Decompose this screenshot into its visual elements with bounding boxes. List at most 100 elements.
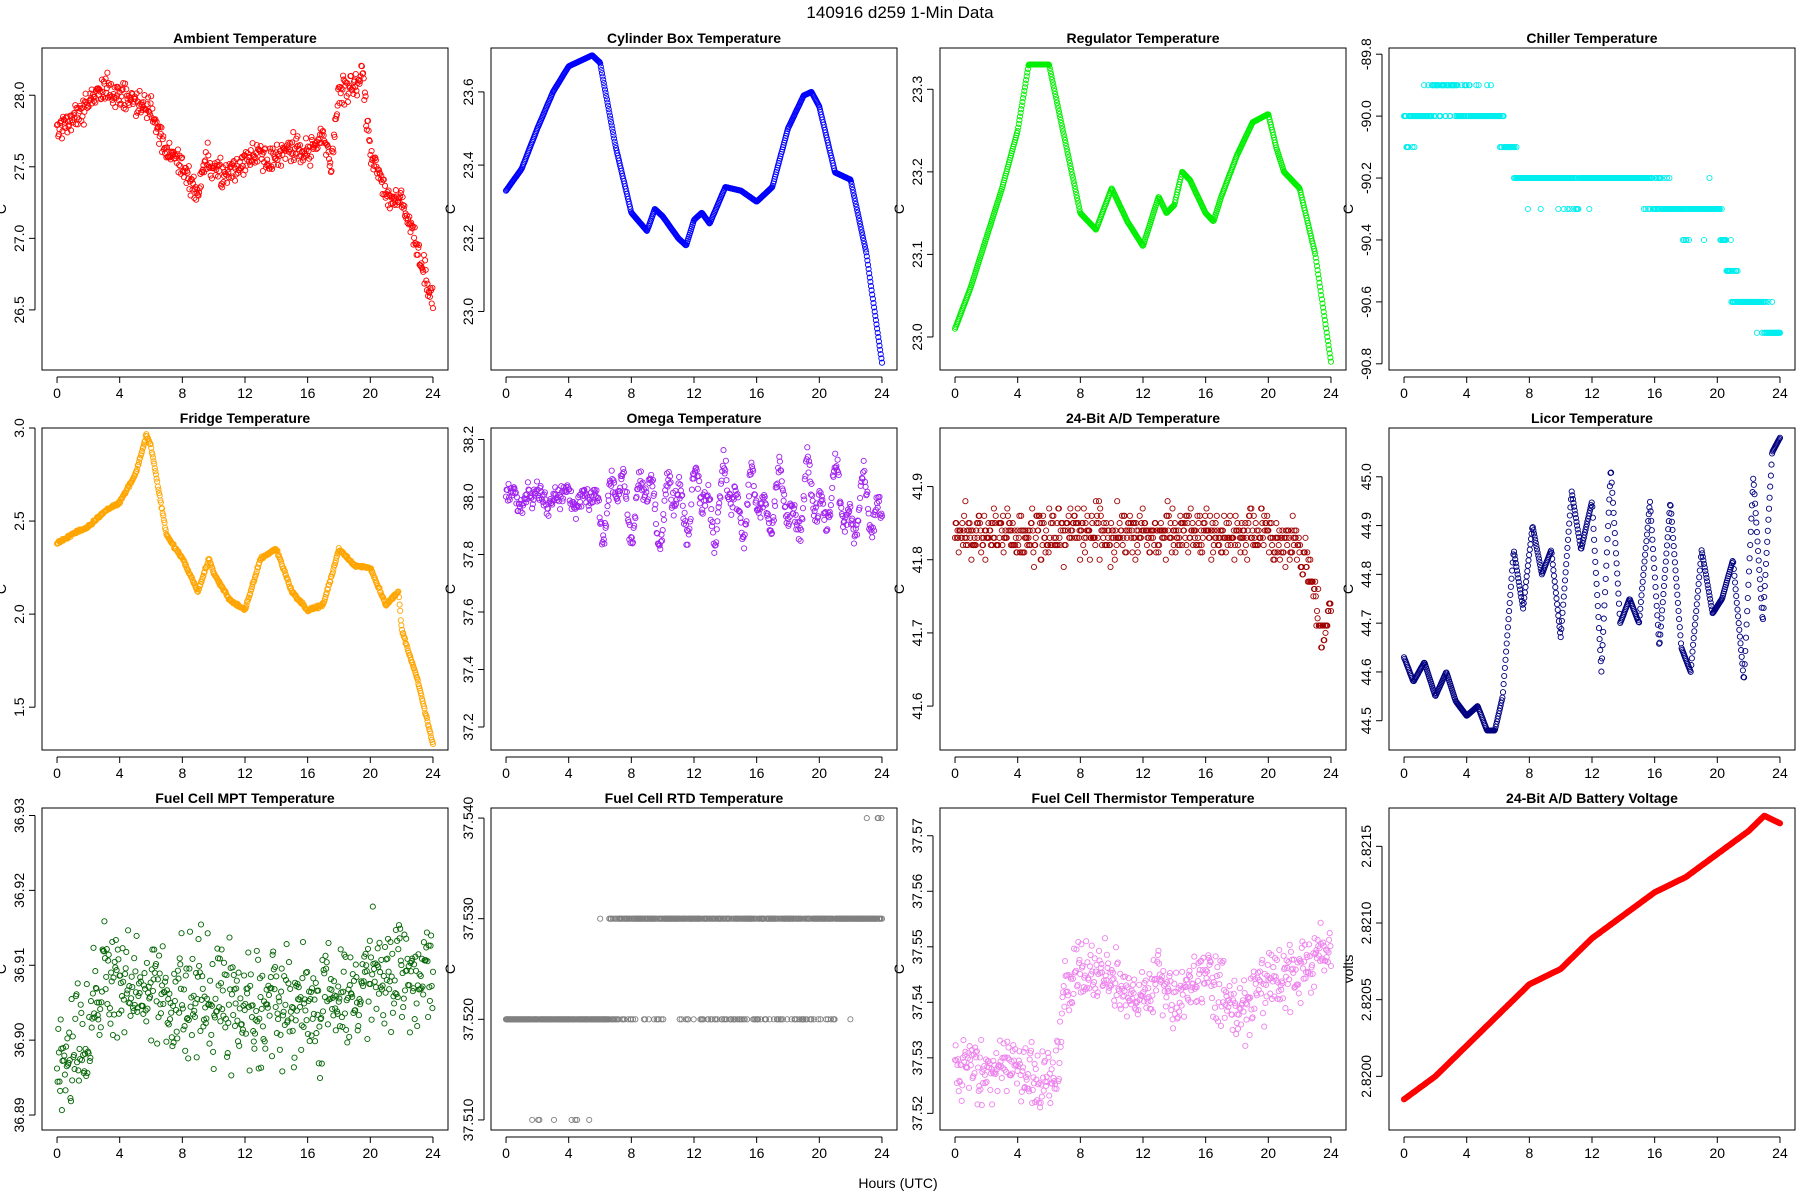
y-tick-label: 27.0 [11,225,27,252]
data-point [1643,531,1651,538]
data-point [1639,585,1646,592]
x-tick-label: 20 [812,385,828,401]
data-point [1646,498,1654,505]
data-point [877,346,884,353]
data-point [319,128,326,135]
data-point [415,241,423,248]
data-point [1599,642,1606,649]
data-point [1560,601,1567,608]
figure-title: 140916 d259 1-Min Data [806,3,994,22]
panels-grid: Ambient TemperatureC0481216202426.527.02… [0,30,1796,1161]
data-point [95,85,102,92]
data-point [600,79,607,87]
data-point [364,117,372,124]
data-point [185,163,192,170]
data-point [1185,549,1192,556]
x-tick-label: 20 [1261,765,1277,781]
plot-frame [41,47,449,371]
data-point [685,531,692,538]
data-point [855,212,862,219]
data-point [854,206,861,213]
data-point [1590,525,1597,532]
data-point [426,293,433,300]
x-tick-label: 12 [1135,385,1151,401]
data-point [1595,625,1603,632]
data-point [1222,549,1229,556]
data-point [1610,509,1617,516]
x-tick-label: 16 [1198,385,1214,401]
data-point [417,263,424,270]
data-point [982,556,989,563]
data-point [1314,615,1321,622]
data-point [853,203,860,210]
data-point [294,133,301,140]
data-point [1004,505,1011,512]
data-point [859,232,866,239]
data-point [962,498,969,505]
data-point [205,152,212,159]
data-point [287,158,294,165]
data-point [1032,534,1039,541]
data-point [849,184,856,191]
data-points [951,61,1335,365]
y-tick-label: 37.2 [460,713,476,740]
data-point [1187,505,1194,512]
data-point [1552,584,1559,591]
data-point [606,109,613,116]
data-point [184,169,191,176]
data-point [1597,647,1604,654]
data-point [195,192,202,199]
data-point [605,106,612,113]
data-point [398,187,405,194]
data-point [990,505,997,512]
data-point [411,234,418,241]
data-point [722,457,729,464]
data-point [854,209,861,216]
panel-title: Regulator Temperature [1067,30,1220,46]
data-point [1265,549,1273,556]
data-point [406,213,413,220]
data-point [1595,613,1602,621]
data-point [234,169,242,176]
data-point [349,84,356,91]
data-point [418,260,425,267]
data-point [397,607,404,614]
data-point [862,246,869,253]
data-point [1030,563,1038,571]
data-point [1129,549,1136,556]
data-point [1507,583,1514,590]
data-point [864,261,872,268]
data-point [600,76,607,83]
x-tick-label: 20 [1261,385,1277,401]
data-point [1189,520,1196,527]
data-point [1302,534,1309,541]
x-tick-label: 12 [686,385,702,401]
data-point [1592,569,1599,576]
x-axis: 0 4 8 12 16 20 24 [951,756,1339,781]
x-tick-label: 8 [178,765,186,781]
data-point [264,156,271,163]
data-point [422,266,429,273]
data-point [874,325,881,332]
data-point [108,80,115,88]
data-point [1602,575,1609,582]
data-point [368,147,375,155]
x-tick-label: 16 [749,765,765,781]
data-point [1523,578,1530,585]
data-point [856,218,863,225]
data-point [849,186,856,193]
data-point [216,167,223,174]
data-point [247,147,254,154]
data-point [396,199,403,206]
data-point [314,144,321,151]
data-point [799,505,807,512]
data-point [809,497,816,504]
data-point [122,80,129,87]
data-point [1639,578,1646,585]
data-point [423,277,430,284]
data-point [878,355,885,362]
data-point [80,121,87,128]
data-point [366,138,373,145]
data-point [1111,556,1118,563]
